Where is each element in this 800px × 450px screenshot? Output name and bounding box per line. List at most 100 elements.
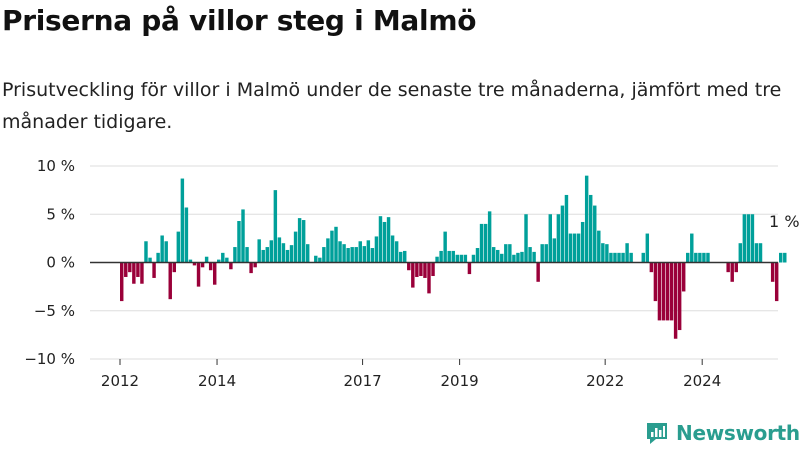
bar: [524, 214, 528, 263]
bar: [669, 262, 674, 321]
bar: [463, 254, 468, 263]
bar: [156, 252, 160, 263]
y-tick-label: 5 %: [46, 205, 75, 223]
y-tick-label: 0 %: [46, 254, 75, 272]
bar: [593, 205, 597, 263]
x-tick-label: 2019: [441, 372, 479, 390]
bar: [552, 238, 557, 263]
bar: [160, 235, 164, 263]
bar: [386, 217, 391, 263]
bar: [415, 262, 419, 277]
bar: [297, 218, 302, 263]
bar: [746, 214, 751, 263]
bar: [200, 262, 205, 268]
bar: [354, 247, 358, 263]
bar: [196, 262, 201, 287]
bar: [544, 244, 548, 263]
bar: [568, 233, 573, 263]
bar: [394, 241, 399, 263]
bar: [204, 256, 209, 263]
bar: [459, 254, 464, 263]
y-axis-ticks: 10 % 5 % 0 % −5 % −10 %: [24, 157, 75, 368]
bar-chart-logo-icon: [647, 423, 667, 444]
bar: [661, 262, 666, 321]
bar: [754, 243, 759, 263]
bar: [609, 252, 613, 263]
bar: [686, 252, 690, 263]
bar: [572, 233, 577, 263]
bar: [564, 194, 569, 263]
bar: [148, 257, 152, 263]
bar: [168, 262, 172, 300]
latest-value-annotation: 1 %: [769, 212, 799, 231]
bar: [601, 243, 605, 263]
bar: [120, 262, 124, 302]
bar: [382, 221, 387, 263]
brand-name: Newsworthy: [676, 421, 800, 445]
bar: [212, 262, 217, 285]
bar: [681, 262, 686, 292]
bar: [334, 226, 338, 263]
bar: [326, 238, 330, 263]
bar: [475, 248, 480, 263]
bar: [770, 262, 775, 282]
bar: [366, 240, 371, 263]
bar: [467, 262, 472, 275]
bar: [192, 262, 197, 266]
bar: [653, 262, 658, 302]
bar: [136, 262, 140, 277]
bar: [500, 253, 504, 263]
bar: [132, 262, 136, 284]
bar: [322, 247, 326, 263]
bar: [487, 211, 492, 263]
x-tick-label: 2022: [586, 372, 624, 390]
bar: [479, 223, 484, 263]
bar: [483, 223, 488, 263]
bar: [548, 214, 553, 263]
bar: [330, 230, 334, 263]
bar: [645, 233, 650, 263]
bar: [455, 254, 460, 263]
bar: [702, 252, 706, 263]
bar: [419, 262, 423, 277]
bar: [172, 262, 177, 273]
bar: [750, 214, 755, 263]
bar: [742, 214, 747, 263]
bar: [164, 241, 168, 263]
bar: [281, 243, 286, 263]
bar: [540, 244, 544, 263]
x-tick-label: 2012: [101, 372, 139, 390]
bar: [734, 262, 738, 273]
x-tick-label: 2014: [198, 372, 236, 390]
bar: [346, 248, 350, 263]
bar: [374, 236, 379, 263]
bar: [694, 252, 698, 263]
bar: [390, 235, 395, 263]
bar: [516, 252, 520, 263]
chart-title: Priserna på villor steg i Malmö: [2, 4, 477, 37]
bar: [221, 252, 225, 263]
bar: [229, 262, 233, 270]
bar: [427, 262, 431, 294]
bar: [378, 216, 383, 263]
bar: [532, 251, 536, 263]
bar: [698, 252, 702, 263]
bar: [560, 205, 565, 263]
bar: [597, 230, 601, 263]
bar: [265, 247, 269, 263]
bar: [758, 243, 763, 263]
bar: [580, 221, 585, 263]
bar: [512, 254, 516, 263]
x-axis-ticks: 2012 2014 2017 2019 2022 2024: [101, 359, 721, 390]
chart-subtitle: Prisutveckling för villor i Malmö under …: [2, 79, 782, 133]
bar: [350, 247, 354, 263]
bar: [285, 249, 290, 263]
bar: [257, 239, 261, 263]
bar: [677, 262, 682, 331]
bar: [783, 252, 787, 263]
bar: [629, 252, 633, 263]
bar: [233, 247, 237, 263]
bar: [617, 252, 621, 263]
y-tick-label: −10 %: [24, 350, 75, 368]
